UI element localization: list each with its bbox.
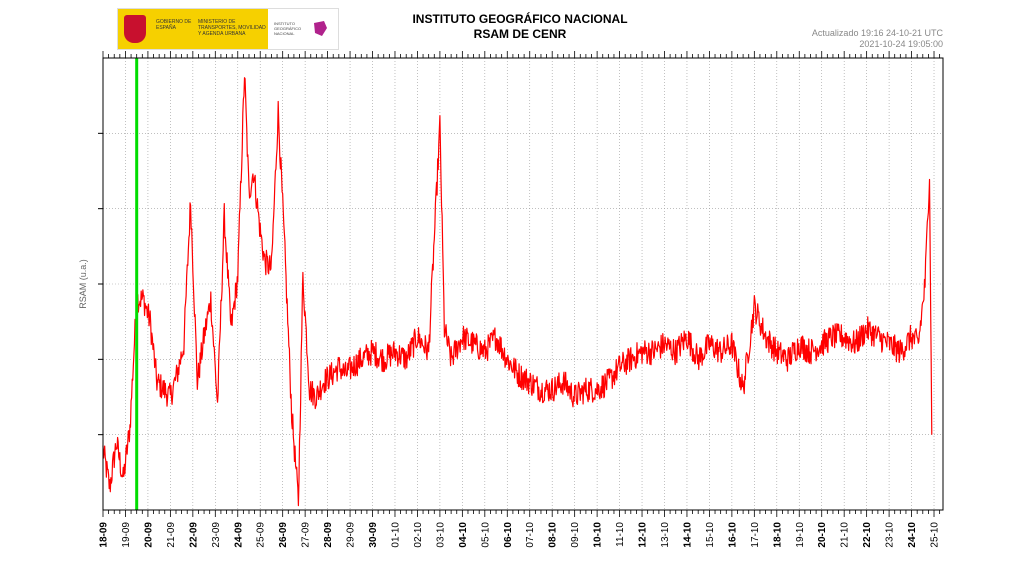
x-tick-label: 20-10 [817,522,828,548]
y-axis-label: RSAM (u.a.) [78,259,88,309]
ticks-layer: 18-09 19-09 20-09 21-09 22-09 23-09 24-09 25-09… [98,51,941,548]
x-tick-label: 21-09 [166,522,177,548]
x-tick-label: 01-10 [390,522,401,548]
data-timestamp: 2021-10-24 19:05:00 [859,39,943,49]
update-info: Actualizado 19:16 24-10-21 UTC 2021-10-2… [760,28,943,50]
x-tick-label: 25-09 [256,522,267,548]
x-tick-label: 25-10 [930,522,941,548]
x-tick-label: 29-09 [346,522,357,548]
ign-emblem-icon [314,21,327,36]
updated-label: Actualizado 19:16 24-10-21 UTC [811,28,943,38]
x-tick-label: 05-10 [480,522,491,548]
x-tick-label: 22-10 [862,522,873,548]
coat-of-arms-icon [124,15,146,43]
x-tick-label: 07-10 [525,522,536,548]
x-tick-label: 12-10 [638,522,649,548]
ign-logo: GOBIERNO DE ESPAÑA MINISTERIO DE TRANSPO… [117,8,339,50]
ministry-logo-text: MINISTERIO DE TRANSPORTES, MOVILIDAD Y A… [198,19,266,37]
series-layer [102,58,933,510]
government-logo-block: GOBIERNO DE ESPAÑA MINISTERIO DE TRANSPO… [118,9,268,49]
plot-frame [102,57,944,511]
government-logo-text: GOBIERNO DE ESPAÑA [156,19,192,31]
x-tick-label: 27-09 [301,522,312,548]
chart-title-block: INSTITUTO GEOGRÁFICO NACIONAL RSAM DE CE… [340,12,700,42]
x-tick-label: 24-09 [233,522,244,548]
x-tick-label: 30-09 [368,522,379,548]
x-tick-label: 02-10 [413,522,424,548]
x-tick-label: 24-10 [907,522,918,548]
x-tick-label: 15-10 [705,522,716,548]
x-tick-label: 21-10 [840,522,851,548]
x-tick-label: 14-10 [682,522,693,548]
x-tick-label: 28-09 [323,522,334,548]
x-tick-label: 09-10 [570,522,581,548]
x-tick-label: 20-09 [143,522,154,548]
x-tick-label: 19-10 [795,522,806,548]
ign-logo-text: INSTITUTO GEOGRÁFICO NACIONAL [274,21,302,36]
x-tick-label: 16-10 [727,522,738,548]
page-title: INSTITUTO GEOGRÁFICO NACIONAL [412,12,628,26]
x-tick-label: 13-10 [660,522,671,548]
x-tick-label: 11-10 [615,522,626,547]
x-tick-label: 18-09 [99,522,110,548]
x-tick-label: 23-10 [885,522,896,548]
x-tick-label: 04-10 [458,522,469,548]
x-tick-label: 22-09 [188,522,199,548]
x-tick-label: 08-10 [548,522,559,548]
x-tick-label: 03-10 [435,522,446,548]
x-tick-label: 19-09 [121,522,132,548]
x-tick-label: 18-10 [772,522,783,548]
x-tick-label: 06-10 [503,522,514,548]
grid-layer [103,58,943,510]
x-tick-label: 17-10 [750,522,761,548]
x-tick-label: 23-09 [211,522,222,548]
x-tick-label: 26-09 [278,522,289,548]
x-tick-label: 10-10 [593,522,604,548]
rsam-series-line [102,77,933,507]
chart-subtitle: RSAM DE CENR [473,27,567,41]
